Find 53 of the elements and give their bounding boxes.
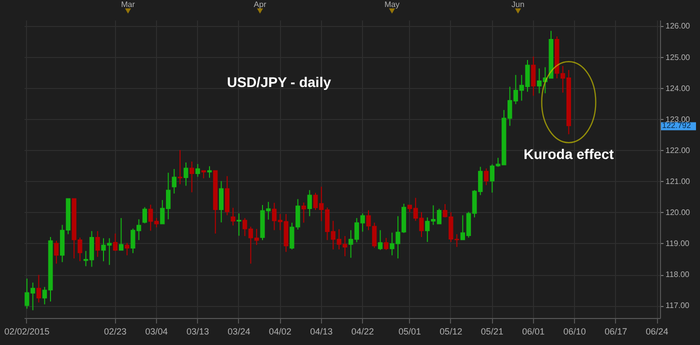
x-tick-label: 06/10 <box>563 326 586 336</box>
text: Jun <box>512 0 524 9</box>
candlestick <box>224 176 230 216</box>
candlestick <box>190 161 194 193</box>
x-tick-label: 02/23 <box>104 326 127 336</box>
x-tick-label: 05/12 <box>440 326 462 336</box>
x-tick-label: 02/02/2015 <box>4 326 50 336</box>
candlestick <box>184 162 188 186</box>
candlestick <box>112 233 118 252</box>
candlestick <box>378 230 383 251</box>
x-tick-label: 06/24 <box>646 326 668 336</box>
x-tick-label: 04/13 <box>310 326 333 336</box>
candlestick <box>195 164 200 178</box>
y-tick-label: 126.00 <box>666 22 691 31</box>
y-tick-label: 122.00 <box>666 146 691 155</box>
x-tick-label: 05/01 <box>398 326 421 336</box>
y-tick-label: 124.00 <box>666 84 691 93</box>
y-tick-label: 121.00 <box>666 176 691 186</box>
x-tick-label: 03/13 <box>186 326 209 336</box>
x-tick-label: 03/24 <box>228 326 250 336</box>
candlestick <box>531 56 536 96</box>
text: Mar <box>121 0 136 9</box>
y-tick-label: 117.00 <box>666 301 690 310</box>
candlestick <box>207 166 212 178</box>
x-tick-label: 03/04 <box>145 326 168 336</box>
x-tick-label: 05/21 <box>480 326 504 336</box>
candlestick <box>307 190 312 217</box>
candlestick <box>230 207 236 226</box>
candlestick <box>54 240 59 264</box>
x-tick-label: 06/01 <box>522 326 545 336</box>
x-tick-label: 06/17 <box>604 326 628 336</box>
candlestick <box>95 230 100 258</box>
y-tick-label: 125.00 <box>666 52 691 62</box>
candlestick <box>301 202 306 224</box>
candlestick <box>142 206 148 224</box>
candlestick <box>36 274 42 303</box>
y-tick-label: 118.00 <box>666 270 690 280</box>
text: Apr <box>254 0 267 9</box>
candlestick <box>236 212 242 236</box>
candlestick <box>172 168 176 194</box>
annotation: Kuroda effect <box>524 146 614 162</box>
text: May <box>384 0 400 9</box>
x-tick-label: 04/22 <box>351 326 374 336</box>
x-tick-label: 04/02 <box>268 326 292 336</box>
text: USD/JPY - daily <box>226 74 332 90</box>
candlestick <box>118 218 124 251</box>
candlestick <box>218 180 224 223</box>
y-tick-label: 120.00 <box>666 208 691 217</box>
candlestick <box>484 168 489 186</box>
y-tick-label: 119.00 <box>666 239 690 248</box>
candlestick <box>384 237 388 251</box>
candlestick <box>124 242 130 256</box>
candlestick <box>178 150 182 185</box>
